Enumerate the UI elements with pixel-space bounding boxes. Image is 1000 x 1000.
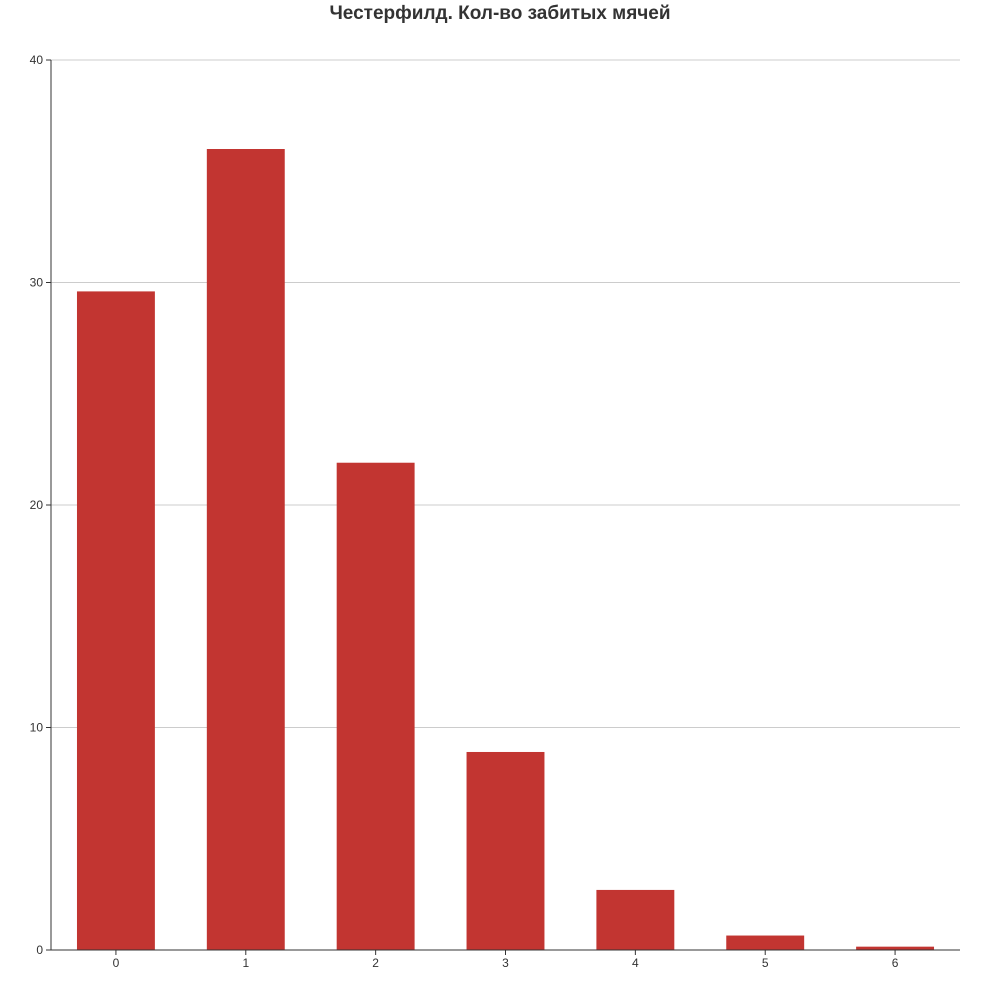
bar-4	[596, 889, 675, 950]
chart-title: Честерфилд. Кол-во забитых мячей	[329, 3, 671, 24]
y-tick-label-30: 30	[30, 276, 44, 290]
y-tick-label-10: 10	[30, 721, 44, 735]
axes	[46, 59, 960, 955]
tick-labels: 0 10 20 30 40 0 1 2 3 4 5 6	[30, 53, 899, 970]
x-tick-label-0: 0	[113, 956, 120, 970]
bar-5	[726, 935, 805, 950]
x-tick-label-4: 4	[632, 956, 639, 970]
y-tick-label-40: 40	[30, 53, 44, 67]
bars	[76, 149, 935, 950]
x-tick-label-2: 2	[372, 956, 379, 970]
x-tick-label-1: 1	[242, 956, 249, 970]
x-tick-label-6: 6	[892, 956, 899, 970]
bar-2	[336, 462, 415, 950]
x-tick-label-3: 3	[502, 956, 509, 970]
y-tick-label-20: 20	[30, 498, 44, 512]
bar-3	[466, 751, 545, 950]
bar-0	[76, 291, 155, 950]
gridlines	[51, 59, 960, 728]
bar-1	[206, 149, 285, 950]
bar-6	[856, 946, 935, 950]
y-tick-label-0: 0	[36, 943, 43, 957]
x-tick-label-5: 5	[762, 956, 769, 970]
